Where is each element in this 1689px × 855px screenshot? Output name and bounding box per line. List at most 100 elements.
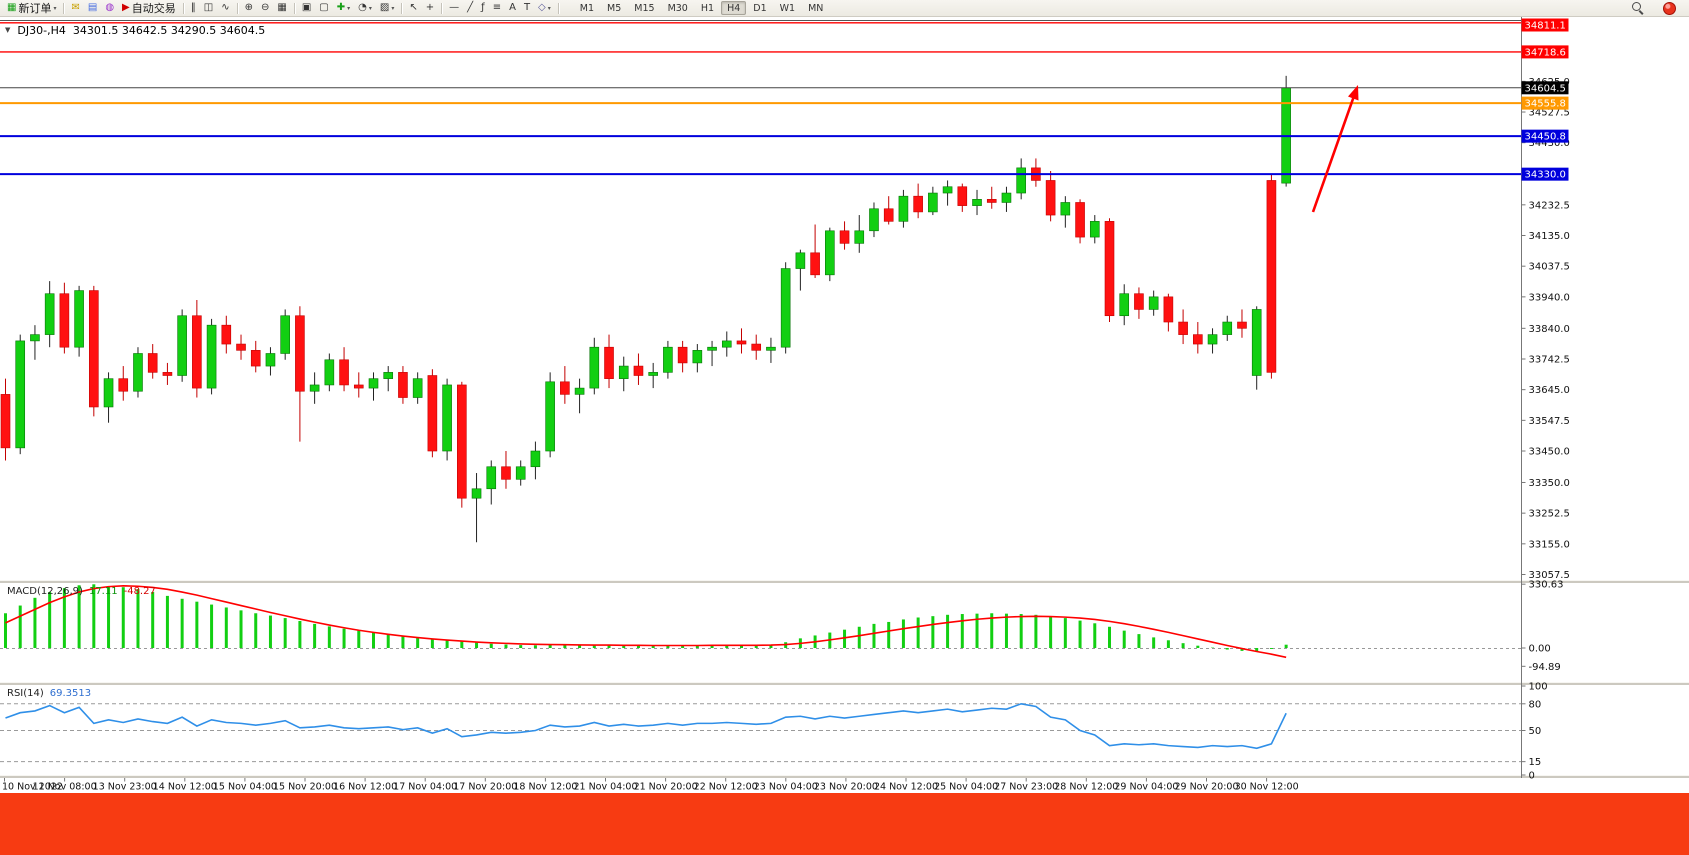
svg-text:25 Nov 04:00: 25 Nov 04:00 [934, 782, 998, 793]
svg-text:16 Nov 12:00: 16 Nov 12:00 [333, 782, 397, 793]
chart-symbol-period: DJ30-,H4 [17, 24, 66, 37]
candles-mode-button[interactable]: ◫ [200, 1, 217, 16]
line-mode-button[interactable]: ∿ [217, 1, 233, 16]
shapes-icon: ◇ [538, 2, 546, 13]
autotrading-button[interactable]: ▶ 自动交易 [118, 1, 180, 16]
terminal-button[interactable]: ◍ [101, 1, 118, 16]
horizontal-line-button[interactable]: — [445, 1, 463, 16]
arrows-button[interactable]: ◇ ▾ [534, 1, 555, 16]
svg-text:34037.5: 34037.5 [1529, 262, 1570, 273]
svg-text:-94.89: -94.89 [1529, 662, 1561, 673]
svg-text:15 Nov 20:00: 15 Nov 20:00 [273, 782, 337, 793]
toolbar-right-group [1632, 1, 1686, 15]
auto-arrange-button[interactable]: ▣ [298, 1, 315, 16]
rsi-level-lines [0, 703, 1521, 763]
candlestick-icon: ◫ [203, 2, 214, 13]
text-button[interactable]: A [505, 1, 520, 16]
trendline-icon: ╱ [467, 2, 474, 13]
svg-text:22 Nov 12:00: 22 Nov 12:00 [694, 782, 758, 793]
trend-arrow-annotation[interactable] [1311, 85, 1359, 213]
toolbar-separator [63, 2, 65, 14]
timeframe-m30[interactable]: M30 [667, 2, 688, 14]
plus-icon: ✚ [336, 2, 346, 13]
svg-text:33155.0: 33155.0 [1529, 539, 1570, 550]
cursor-button[interactable]: ↖ [405, 1, 421, 16]
svg-text:34527.5: 34527.5 [1529, 108, 1570, 119]
svg-text:34135.0: 34135.0 [1529, 231, 1570, 242]
new-order-button[interactable]: ▦ 新订单 ▾ [3, 1, 60, 16]
svg-text:34330.0: 34330.0 [1525, 170, 1566, 181]
toolbar-separator [557, 2, 559, 14]
timeframe-h1[interactable]: H1 [700, 2, 715, 14]
chart-dropdown-icon[interactable]: ▼ [5, 26, 11, 34]
toolbar-separator [441, 2, 443, 14]
indicators-button[interactable]: ✚ ▾ [333, 1, 354, 16]
mql-editor-button[interactable]: ✉ [67, 1, 83, 16]
channel-button[interactable]: ≡ [489, 1, 505, 16]
chart-canvas[interactable]: 34625.034527.534430.034232.534135.034037… [0, 0, 1689, 793]
templates-button[interactable]: ▨ ▾ [376, 1, 398, 16]
svg-text:13 Nov 23:00: 13 Nov 23:00 [93, 782, 157, 793]
svg-text:100: 100 [1529, 682, 1548, 693]
crosshair-button[interactable]: + [422, 1, 438, 16]
zoom-out-button[interactable]: ⊖ [257, 1, 273, 16]
channel-icon: ≡ [492, 2, 502, 13]
price-axis[interactable]: 34625.034527.534430.034232.534135.034037… [1521, 77, 1570, 782]
label-button[interactable]: T [520, 1, 534, 16]
label-t-icon: T [523, 2, 531, 13]
tile-windows-button[interactable]: ▦ [273, 1, 290, 16]
svg-text:34450.8: 34450.8 [1525, 132, 1566, 143]
svg-text:80: 80 [1529, 699, 1542, 710]
line-chart-icon: ∿ [221, 2, 230, 13]
svg-text:34555.8: 34555.8 [1525, 99, 1566, 110]
cascade-button[interactable]: ▢ [315, 1, 332, 16]
timeframe-m15[interactable]: M15 [634, 2, 655, 14]
svg-text:33350.0: 33350.0 [1529, 478, 1570, 489]
svg-text:29 Nov 20:00: 29 Nov 20:00 [1174, 782, 1238, 793]
timeframe-d1[interactable]: D1 [753, 2, 767, 14]
svg-text:50: 50 [1529, 726, 1542, 737]
play-icon: ▶ [122, 2, 130, 13]
toolbar-separator [182, 2, 184, 14]
svg-text:28 Nov 12:00: 28 Nov 12:00 [1054, 782, 1118, 793]
svg-text:17 Nov 20:00: 17 Nov 20:00 [453, 782, 517, 793]
trendline-button[interactable]: ╱ [463, 1, 477, 16]
timeframe-h4[interactable]: H4 [721, 1, 747, 15]
svg-text:330.63: 330.63 [1529, 580, 1564, 591]
timeframe-toolbar: M1 M5 M15 M30 H1 H4 D1 W1 MN [574, 0, 830, 16]
chevron-down-icon: ▾ [53, 4, 57, 12]
rsi-value: 69.3513 [49, 688, 92, 699]
svg-text:0.00: 0.00 [1529, 644, 1551, 655]
macd-signal-line [5, 585, 1287, 659]
timeframe-m1[interactable]: M1 [579, 2, 595, 14]
chevron-down-icon: ▾ [347, 4, 351, 12]
main-toolbar: ▦ 新订单 ▾ ✉ ▤ ◍ ▶ 自动交易 ‖ ◫ ∿ ⊕ ⊖ ▦ ▣ ▢ ✚ ▾ ◔ ▾ ▨ ▾ ↖ + — ╱ ƒ ≡ A T ◇ ▾ M1… [0, 0, 1689, 17]
timeframe-w1[interactable]: W1 [779, 2, 796, 14]
new-order-button-label: 新订单 [18, 2, 52, 15]
cursor-arrow-icon: ↖ [409, 2, 418, 13]
svg-text:23 Nov 20:00: 23 Nov 20:00 [814, 782, 878, 793]
toolbar-separator [293, 2, 295, 14]
zoom-in-icon: ⊕ [244, 2, 253, 13]
svg-text:24 Nov 12:00: 24 Nov 12:00 [874, 782, 938, 793]
svg-text:29 Nov 04:00: 29 Nov 04:00 [1114, 782, 1178, 793]
svg-text:15: 15 [1529, 757, 1542, 768]
svg-text:27 Nov 23:00: 27 Nov 23:00 [994, 782, 1058, 793]
zoom-in-button[interactable]: ⊕ [241, 1, 257, 16]
market-watch-button[interactable]: ▤ [84, 1, 101, 16]
fibonacci-button[interactable]: ƒ [477, 1, 489, 16]
search-icon[interactable] [1632, 1, 1645, 15]
horizontal-price-lines[interactable] [0, 22, 1521, 176]
fibonacci-icon: ƒ [481, 2, 485, 13]
timeframe-m5[interactable]: M5 [607, 2, 622, 14]
crosshair-icon: + [425, 2, 435, 13]
autotrading-button-label: 自动交易 [131, 2, 176, 15]
bars-mode-button[interactable]: ‖ [187, 1, 200, 16]
rsi-line [5, 702, 1287, 750]
timeframe-mn[interactable]: MN [808, 2, 824, 14]
svg-text:21 Nov 04:00: 21 Nov 04:00 [573, 782, 637, 793]
list-panel-icon: ▤ [87, 2, 98, 13]
notification-badge[interactable] [1663, 1, 1676, 15]
periods-button[interactable]: ◔ ▾ [354, 1, 376, 16]
